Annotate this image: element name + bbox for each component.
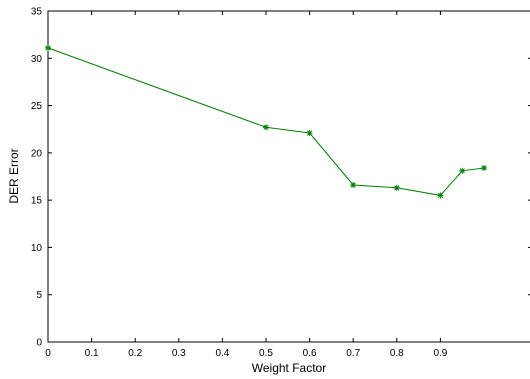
series-line	[47, 47, 485, 196]
x-axis-ticks: 0 0.1 0.2 0.3 0.4 0.5 0.6 0.7 0.8 0.9	[45, 11, 448, 359]
y-tick-label: 10	[31, 243, 43, 254]
data-point-marker	[45, 44, 51, 51]
data-point-marker	[350, 182, 357, 189]
data-point-marker	[459, 167, 466, 174]
x-tick-label: 0.2	[128, 348, 142, 359]
y-tick-label: 20	[31, 148, 43, 159]
y-axis-ticks: 0 5 10 15 20 25 30 35	[31, 7, 530, 349]
x-tick-label: 0.7	[346, 348, 360, 359]
x-axis-title: Weight Factor	[252, 361, 326, 375]
data-point-marker	[481, 164, 487, 171]
series-layer	[45, 44, 487, 199]
x-tick-label: 0.8	[390, 348, 404, 359]
x-tick-label: 0.9	[433, 348, 447, 359]
y-tick-label: 25	[31, 101, 43, 112]
x-tick-label: 0.4	[215, 348, 229, 359]
x-tick-label: 0	[45, 348, 51, 359]
data-point-marker	[437, 192, 444, 199]
y-tick-label: 30	[31, 54, 43, 65]
y-tick-label: 35	[31, 7, 43, 18]
y-tick-label: 0	[36, 338, 42, 349]
y-tick-label: 15	[31, 196, 43, 207]
data-point-marker	[263, 124, 269, 131]
x-tick-label: 0.3	[172, 348, 186, 359]
data-point-marker	[393, 184, 400, 191]
y-axis-title: DER Error	[7, 148, 21, 203]
x-tick-label: 0.6	[303, 348, 317, 359]
plot-area	[47, 10, 530, 343]
y-tick-label: 5	[36, 290, 42, 301]
x-tick-label: 0.1	[85, 348, 99, 359]
data-point-marker	[306, 129, 313, 136]
x-tick-label: 0.5	[259, 348, 273, 359]
